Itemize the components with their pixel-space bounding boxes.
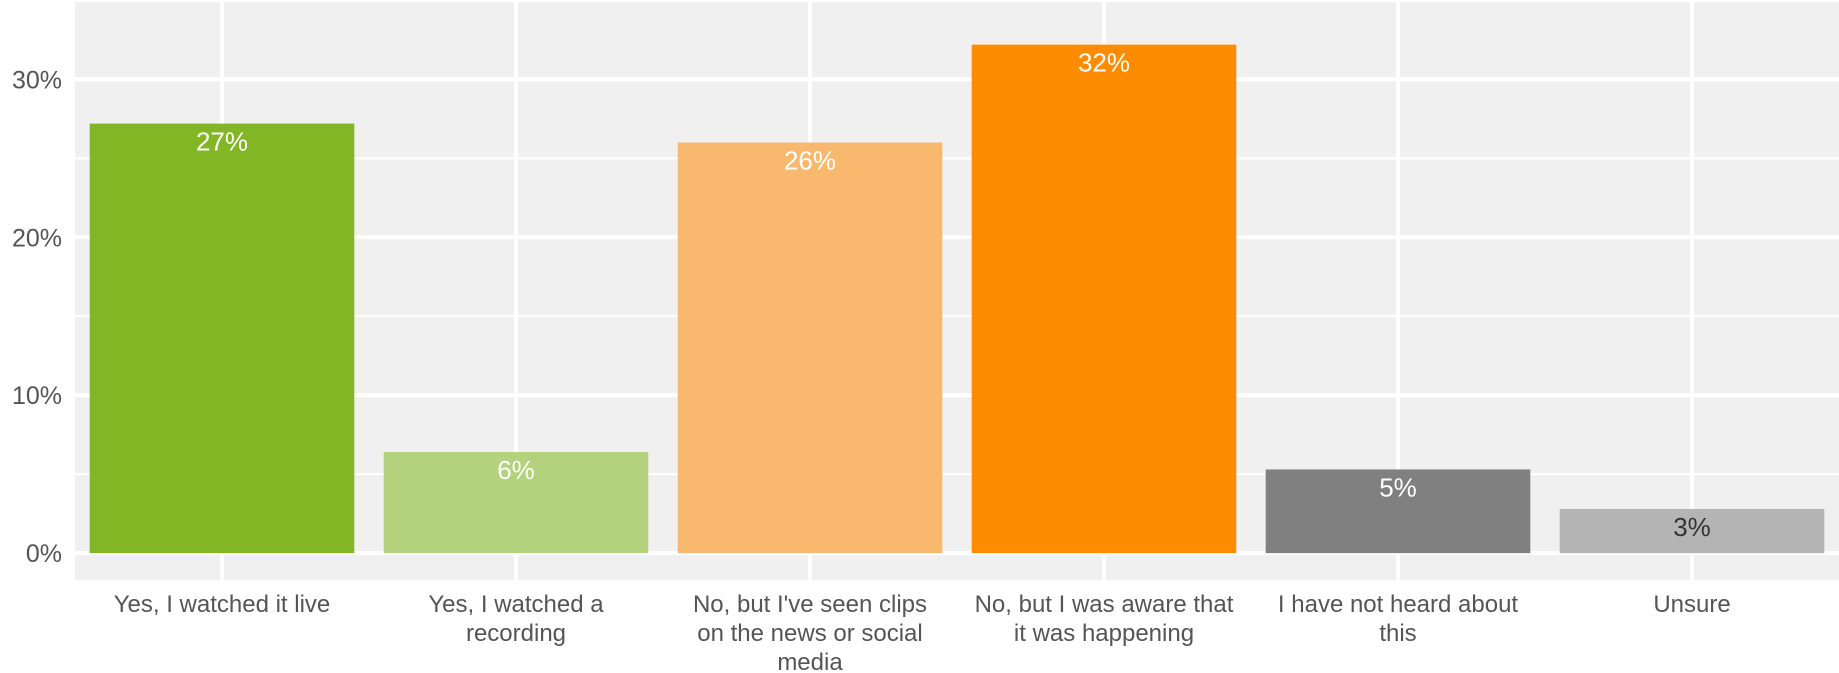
y-tick-label: 10%	[12, 382, 62, 410]
bar	[1265, 469, 1531, 554]
x-category-label: No, but I've seen clips	[693, 591, 927, 618]
x-category-label: Yes, I watched it live	[114, 591, 331, 618]
y-tick-label: 30%	[12, 66, 62, 94]
data-label: 27%	[196, 127, 248, 157]
x-category-label: No, but I was aware that	[975, 591, 1234, 618]
y-tick-label: 20%	[12, 224, 62, 252]
x-category-label: Unsure	[1653, 591, 1730, 618]
data-label: 3%	[1673, 512, 1711, 542]
x-category-label: it was happening	[1014, 620, 1194, 647]
bar	[1559, 508, 1825, 554]
x-category-label: media	[777, 649, 843, 673]
bar	[677, 142, 943, 554]
data-label: 32%	[1078, 48, 1130, 78]
data-label: 5%	[1379, 472, 1417, 502]
y-tick-label: 0%	[26, 540, 62, 568]
bar	[89, 123, 355, 554]
x-category-label: this	[1379, 620, 1416, 647]
plot-background	[75, 2, 1839, 580]
bar	[971, 44, 1237, 554]
x-category-label: Yes, I watched a	[428, 591, 604, 618]
x-category-label: I have not heard about	[1278, 591, 1519, 618]
data-label: 6%	[497, 455, 535, 485]
x-category-label: on the news or social	[697, 620, 922, 647]
bar	[383, 452, 649, 554]
data-label: 26%	[784, 146, 836, 176]
x-category-label: recording	[466, 620, 566, 647]
